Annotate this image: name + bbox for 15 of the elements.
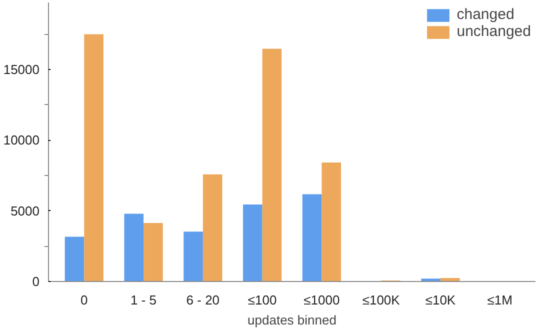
x-tick-label: ≤100 — [248, 292, 277, 308]
x-tick-label: ≤10K — [425, 292, 456, 308]
x-tick-label: 0 — [80, 292, 88, 308]
x-tick-label: ≤100K — [362, 292, 400, 308]
legend-label: unchanged — [456, 23, 531, 40]
y-tick-label: 15000 — [3, 62, 40, 78]
y-tick-label: 10000 — [3, 132, 40, 148]
y-tick-label: 5000 — [10, 203, 40, 218]
x-tick-label: 6 - 20 — [186, 292, 220, 308]
legend-label: changed — [456, 6, 514, 23]
x-axis-title: updates binned — [248, 312, 336, 328]
x-tick-label: 1 - 5 — [130, 292, 157, 308]
y-tick-label: 0 — [32, 274, 40, 289]
x-tick-label: ≤1000 — [304, 292, 340, 308]
x-tick-label: ≤1M — [487, 292, 512, 308]
